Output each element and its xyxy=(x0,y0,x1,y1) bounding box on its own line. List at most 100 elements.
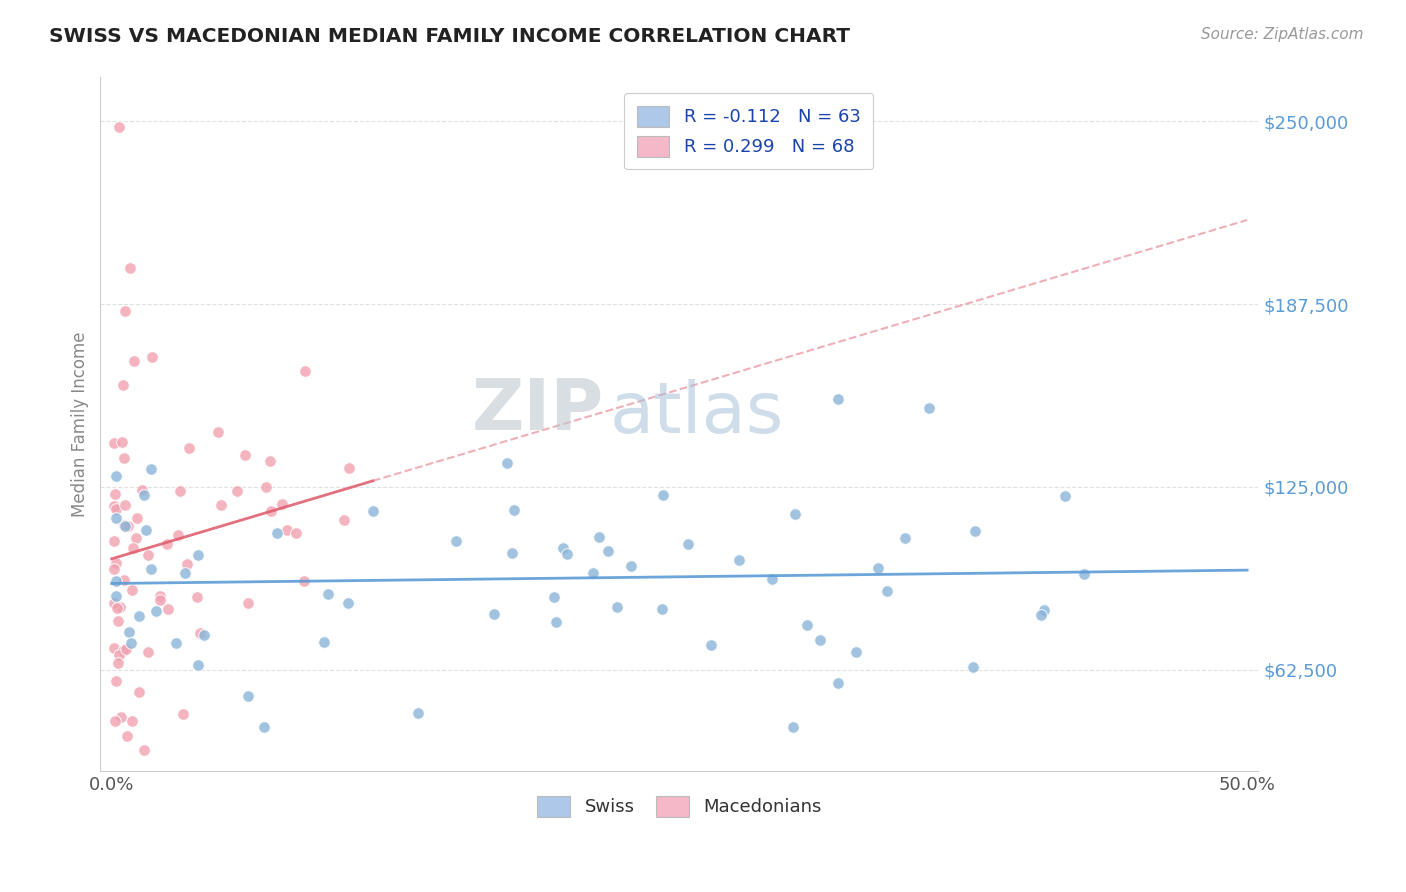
Point xyxy=(502,503,524,517)
Point xyxy=(501,546,523,560)
Point xyxy=(107,615,129,629)
Point xyxy=(193,628,215,642)
Legend: Swiss, Macedonians: Swiss, Macedonians xyxy=(530,789,828,824)
Point xyxy=(104,714,127,728)
Point xyxy=(276,523,298,537)
Point xyxy=(107,120,129,135)
Point xyxy=(177,442,200,456)
Point xyxy=(543,590,565,604)
Point xyxy=(155,537,177,551)
Point xyxy=(138,645,160,659)
Point xyxy=(105,469,128,483)
Point xyxy=(105,574,128,588)
Point xyxy=(484,607,506,621)
Point xyxy=(103,562,125,576)
Point xyxy=(962,660,984,674)
Point xyxy=(114,498,136,512)
Point xyxy=(103,640,125,655)
Point xyxy=(141,351,163,365)
Point xyxy=(551,541,574,556)
Point xyxy=(166,528,188,542)
Point xyxy=(588,529,610,543)
Point xyxy=(285,526,308,541)
Point xyxy=(111,435,134,450)
Point xyxy=(103,435,125,450)
Point xyxy=(619,559,641,574)
Point xyxy=(188,626,211,640)
Point xyxy=(444,533,467,548)
Point xyxy=(496,456,519,470)
Point xyxy=(796,618,818,632)
Point xyxy=(121,541,143,555)
Point xyxy=(333,512,356,526)
Point xyxy=(139,562,162,576)
Point xyxy=(107,657,129,671)
Text: Source: ZipAtlas.com: Source: ZipAtlas.com xyxy=(1201,27,1364,42)
Point xyxy=(165,636,187,650)
Point xyxy=(112,517,135,532)
Point xyxy=(105,589,128,603)
Point xyxy=(128,609,150,624)
Point xyxy=(108,648,131,662)
Point xyxy=(808,632,831,647)
Point xyxy=(145,604,167,618)
Y-axis label: Median Family Income: Median Family Income xyxy=(72,331,89,516)
Point xyxy=(233,448,256,462)
Point xyxy=(253,720,276,734)
Point xyxy=(176,557,198,571)
Point xyxy=(117,519,139,533)
Point xyxy=(827,392,849,407)
Point xyxy=(207,425,229,439)
Point xyxy=(103,534,125,549)
Point xyxy=(112,451,135,466)
Text: SWISS VS MACEDONIAN MEDIAN FAMILY INCOME CORRELATION CHART: SWISS VS MACEDONIAN MEDIAN FAMILY INCOME… xyxy=(49,27,851,45)
Point xyxy=(172,706,194,721)
Point xyxy=(318,587,340,601)
Point xyxy=(112,573,135,587)
Point xyxy=(582,566,605,581)
Point xyxy=(118,624,141,639)
Text: ZIP: ZIP xyxy=(472,376,605,445)
Point xyxy=(111,644,134,658)
Point xyxy=(728,553,751,567)
Point xyxy=(238,595,260,609)
Point xyxy=(225,484,247,499)
Point xyxy=(120,636,142,650)
Point xyxy=(141,461,163,475)
Point xyxy=(700,638,723,652)
Point xyxy=(112,377,135,392)
Point xyxy=(254,480,277,494)
Point xyxy=(135,523,157,537)
Point xyxy=(292,574,315,588)
Point xyxy=(105,601,128,615)
Point xyxy=(118,260,141,275)
Point xyxy=(408,706,430,720)
Point xyxy=(651,488,673,502)
Point xyxy=(115,729,138,743)
Point xyxy=(127,511,149,525)
Point xyxy=(110,600,132,615)
Point xyxy=(337,596,360,610)
Point xyxy=(114,519,136,533)
Point xyxy=(128,684,150,698)
Point xyxy=(651,602,673,616)
Point xyxy=(963,524,986,538)
Point xyxy=(125,531,148,545)
Point xyxy=(294,364,316,378)
Point xyxy=(134,743,156,757)
Point xyxy=(187,548,209,562)
Point xyxy=(1073,567,1095,582)
Point xyxy=(260,504,283,518)
Point xyxy=(544,615,567,629)
Point xyxy=(782,720,804,734)
Point xyxy=(894,531,917,545)
Point xyxy=(105,502,128,516)
Point xyxy=(259,454,281,468)
Point xyxy=(555,547,578,561)
Point xyxy=(121,583,143,598)
Point xyxy=(121,714,143,728)
Point xyxy=(236,689,259,703)
Point xyxy=(103,500,125,514)
Point xyxy=(105,673,128,688)
Point xyxy=(1054,489,1077,503)
